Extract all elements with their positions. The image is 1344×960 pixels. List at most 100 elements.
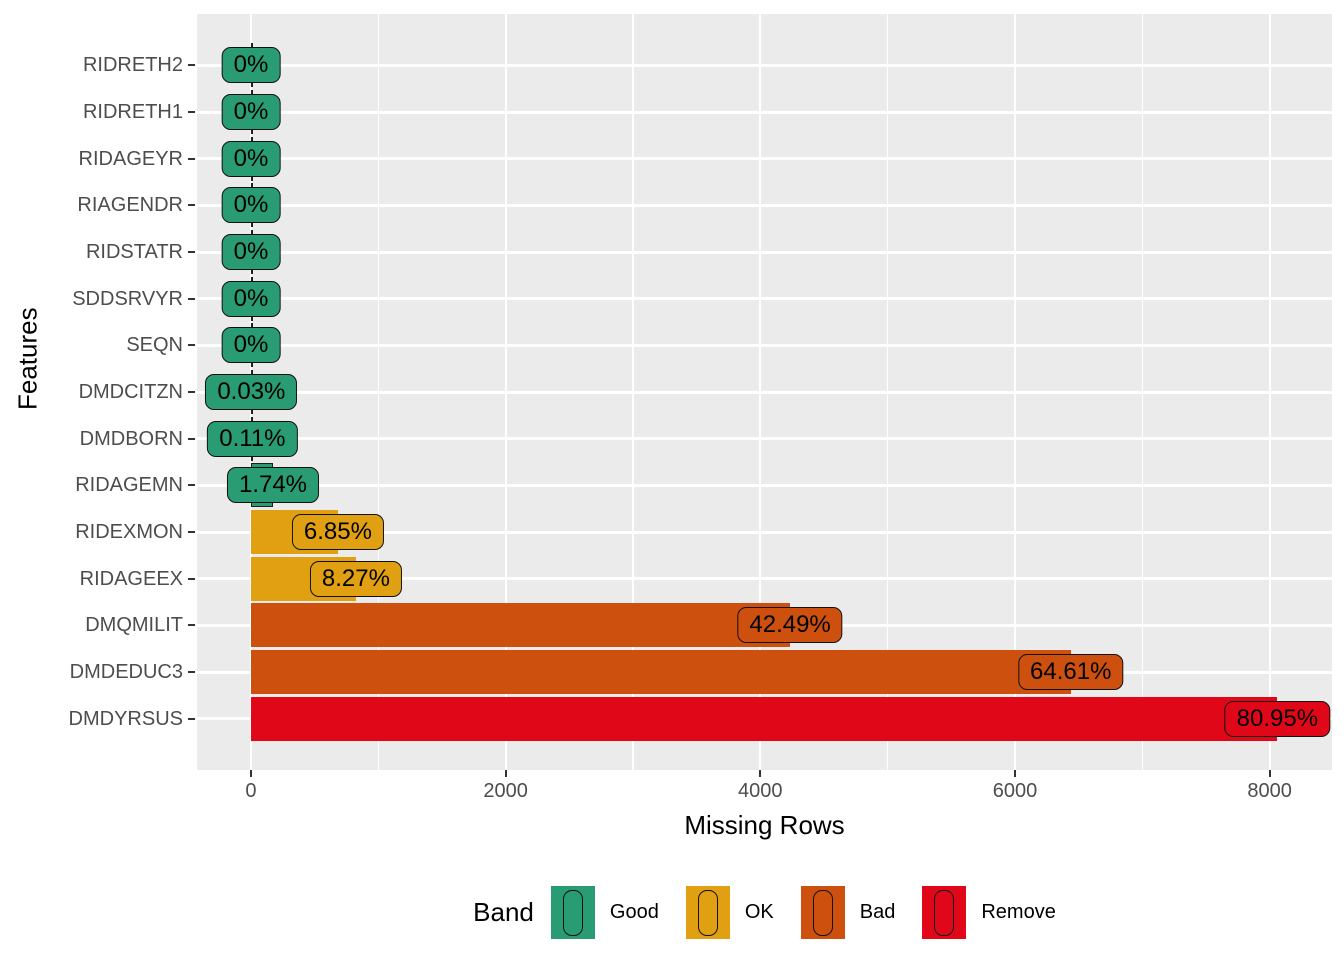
x-axis-tick (504, 770, 507, 777)
y-axis-label: SEQN (126, 334, 183, 357)
legend-entry: Bad (800, 886, 896, 939)
y-axis-tick (188, 671, 195, 673)
gridline-h (197, 63, 1332, 67)
gridline-h (197, 343, 1332, 347)
y-axis-tick (188, 297, 195, 300)
bar-label: 6.85% (291, 514, 384, 550)
y-axis-label: SDDSRVYR (72, 287, 183, 310)
bar-label: 80.95% (1224, 700, 1331, 737)
bar (250, 603, 791, 648)
y-axis-tick (188, 577, 195, 580)
y-axis-label: DMQMILIT (85, 614, 183, 637)
y-axis-label: RIDAGEEX (79, 567, 183, 590)
y-axis-label: RIDEXMON (75, 521, 183, 543)
y-axis-tick (188, 344, 195, 347)
gridline-v-minor (1141, 14, 1143, 770)
y-axis-tick (188, 717, 195, 720)
gridline-h (197, 250, 1332, 254)
y-axis-tick (188, 437, 195, 440)
gridline-v-minor (377, 14, 379, 770)
y-axis-tick (188, 391, 195, 393)
y-axis-tick (188, 64, 195, 67)
gridline-h (197, 437, 1332, 441)
x-axis-tick-label: 8000 (1247, 780, 1292, 802)
y-axis-label: RIDSTATR (85, 241, 183, 263)
y-axis-label: DMDCITZN (78, 381, 183, 403)
bar-label: 0% (221, 140, 281, 177)
y-axis-label: RIDAGEMN (75, 474, 183, 497)
y-axis-label: DMDBORN (79, 427, 183, 450)
gridline-h (197, 390, 1332, 394)
bar-label: 64.61% (1018, 654, 1124, 690)
legend-key (922, 886, 967, 939)
bar-label: 0.11% (207, 420, 298, 457)
gridline-v-major (1268, 14, 1271, 770)
legend-entries: Good OK Bad Remove (550, 886, 1056, 939)
gridline-h (197, 110, 1332, 114)
bar (250, 650, 1071, 694)
x-axis-tick (1268, 770, 1271, 777)
y-axis-label: RIDRETH2 (82, 54, 183, 77)
legend-entry: Remove (922, 886, 1056, 939)
bar-label: 0% (221, 234, 281, 270)
gridline-h (197, 530, 1332, 534)
gridline-h (197, 577, 1332, 581)
x-axis-tick-label: 2000 (483, 780, 528, 802)
gridline-v-minor (886, 14, 889, 770)
legend-label: Remove (981, 901, 1056, 923)
bar (250, 696, 1278, 741)
gridline-h (197, 297, 1332, 301)
legend-key (685, 886, 730, 939)
bar-label: 8.27% (309, 560, 402, 597)
y-axis-label: DMDYRSUS (68, 707, 183, 730)
y-axis-tick (188, 157, 195, 160)
y-axis-label: RIAGENDR (77, 194, 183, 217)
gridline-h (197, 483, 1332, 487)
legend-entry: OK (685, 886, 774, 939)
y-axis-label: DMDEDUC3 (69, 661, 183, 683)
y-axis-tick (188, 251, 195, 253)
y-axis-label: RIDAGEYR (78, 147, 183, 170)
legend-key-glyph-icon (812, 889, 833, 936)
x-axis-tick (1013, 770, 1016, 777)
bar-label: 1.74% (226, 467, 320, 504)
legend-title: Band (473, 897, 534, 927)
y-axis-label: RIDRETH1 (82, 101, 183, 123)
bar-label: 0% (221, 280, 281, 317)
legend-key-glyph-icon (934, 889, 955, 936)
plot-panel: 0% 0% 0% 0% 0% 0% 0% 0.03% 0.11% 1.74% 6.85% 8.27% 4… (197, 14, 1332, 770)
x-axis-title: Missing Rows (684, 810, 845, 840)
bar-label: 0% (221, 47, 281, 84)
legend-key-glyph-icon (562, 889, 583, 936)
gridline-v-major (504, 14, 507, 770)
legend: Band Good OK Bad Remove (197, 886, 1332, 939)
y-axis-tick (188, 531, 195, 533)
x-axis-tick (249, 770, 252, 777)
legend-key (550, 886, 595, 939)
gridline-h (197, 203, 1332, 207)
gridline-v-minor (632, 14, 634, 770)
bar-label: 0% (221, 94, 281, 130)
legend-label: Good (609, 901, 659, 923)
legend-key (800, 886, 845, 939)
y-axis-tick (188, 111, 195, 113)
legend-label: OK (744, 901, 774, 923)
bar-label: 42.49% (737, 607, 843, 644)
bar-label: 0% (221, 187, 281, 224)
x-axis-tick-label: 0 (245, 780, 257, 802)
gridline-v-major (1013, 14, 1017, 770)
x-axis-tick (759, 770, 762, 777)
y-axis-tick (188, 204, 195, 207)
x-axis-tick-label: 4000 (738, 780, 783, 802)
legend-entry: Good (550, 886, 659, 939)
gridline-v-major (759, 14, 762, 770)
legend-label: Bad (859, 901, 896, 923)
gridline-h (197, 157, 1332, 161)
y-axis-tick (188, 484, 195, 487)
bar-label: 0.03% (205, 374, 298, 410)
x-axis-tick-label: 6000 (992, 780, 1038, 802)
legend-key-glyph-icon (697, 889, 718, 936)
bar-label: 0% (221, 327, 281, 364)
y-axis-tick (188, 624, 195, 627)
